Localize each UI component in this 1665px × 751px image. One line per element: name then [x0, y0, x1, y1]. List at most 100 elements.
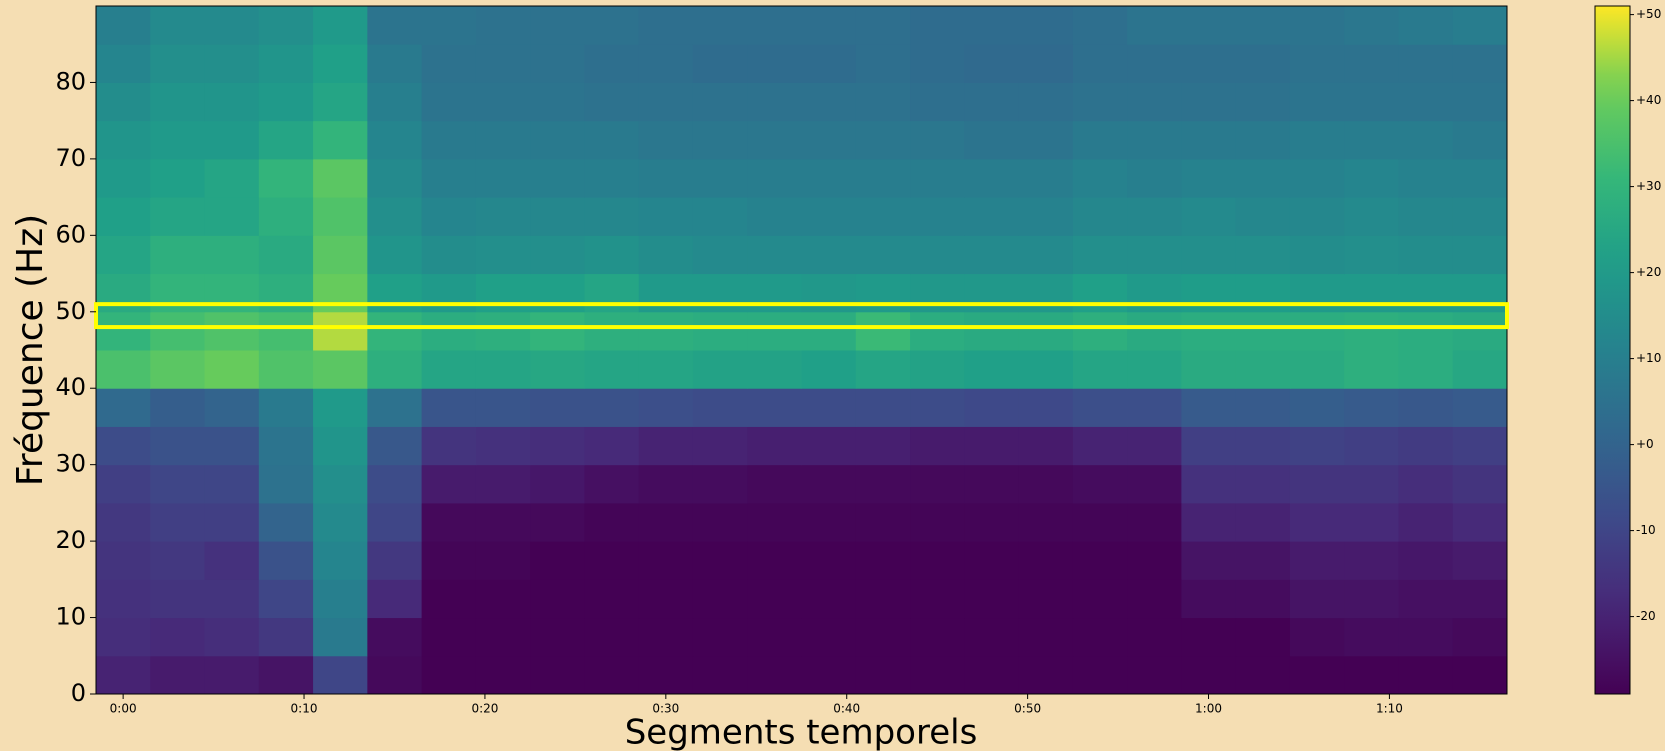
heatmap-cell	[747, 235, 802, 275]
heatmap-cell	[747, 120, 802, 160]
heatmap-cell	[747, 388, 802, 427]
heatmap-cell	[692, 44, 748, 83]
heatmap-cell	[910, 44, 965, 83]
heatmap-cell	[584, 44, 640, 83]
heatmap-cell	[638, 426, 694, 466]
heatmap-cell	[313, 388, 368, 427]
heatmap-cell	[1127, 197, 1182, 236]
heatmap-cell	[1181, 617, 1237, 657]
heatmap-cell	[258, 541, 314, 580]
heatmap-cell	[1127, 311, 1182, 351]
heatmap-cell	[367, 350, 423, 389]
heatmap-cell	[96, 426, 151, 466]
heatmap-cell	[204, 6, 260, 45]
heatmap-cell	[692, 617, 748, 657]
heatmap-cell	[1127, 426, 1182, 466]
heatmap-cell	[1344, 502, 1399, 542]
heatmap-cell	[584, 6, 640, 45]
heatmap-cell	[475, 464, 531, 504]
heatmap-cell	[910, 502, 965, 542]
heatmap-cell	[421, 426, 477, 466]
heatmap-cell	[1181, 311, 1237, 351]
heatmap-cell	[1289, 579, 1345, 619]
heatmap-cell	[258, 579, 314, 619]
heatmap-cell	[1398, 426, 1454, 466]
heatmap-cell	[584, 273, 640, 313]
heatmap-cell	[1398, 82, 1454, 122]
heatmap-cell	[367, 579, 423, 619]
heatmap-cell	[1127, 120, 1182, 160]
heatmap-cell	[530, 158, 585, 198]
heatmap-cell	[964, 541, 1020, 580]
heatmap-cell	[258, 44, 314, 83]
heatmap-cell	[801, 388, 857, 427]
heatmap-cell	[855, 617, 911, 657]
heatmap-cell	[747, 617, 802, 657]
heatmap-cell	[1018, 655, 1074, 695]
heatmap-cell	[1181, 197, 1237, 236]
heatmap-cell	[638, 120, 694, 160]
heatmap-cell	[1344, 426, 1399, 466]
heatmap-cell	[150, 464, 206, 504]
heatmap-cell	[801, 350, 857, 389]
heatmap-cell	[747, 541, 802, 580]
heatmap-cell	[96, 464, 151, 504]
heatmap-cell	[964, 426, 1020, 466]
heatmap-cell	[638, 388, 694, 427]
y-axis-label: Fréquence (Hz)	[10, 214, 51, 486]
heatmap-cell	[258, 273, 314, 313]
heatmap-cell	[1235, 235, 1291, 275]
heatmap-cell	[1072, 120, 1128, 160]
heatmap-cell	[1072, 158, 1128, 198]
heatmap-cell	[1181, 426, 1237, 466]
heatmap-cell	[1181, 502, 1237, 542]
heatmap-cell	[530, 120, 585, 160]
heatmap-cell	[367, 44, 423, 83]
heatmap-cell	[1289, 44, 1345, 83]
heatmap-cell	[1452, 6, 1508, 45]
heatmap-cell	[1127, 158, 1182, 198]
heatmap-cell	[530, 82, 585, 122]
heatmap-cell	[1344, 579, 1399, 619]
heatmap-cell	[1452, 579, 1508, 619]
heatmap-cell	[530, 617, 585, 657]
heatmap-cell	[1235, 44, 1291, 83]
heatmap-cell	[801, 120, 857, 160]
heatmap-cell	[530, 388, 585, 427]
y-tick-label: 30	[55, 450, 86, 478]
heatmap-cell	[1398, 388, 1454, 427]
heatmap-cell	[1344, 464, 1399, 504]
heatmap-cell	[421, 273, 477, 313]
heatmap-cell	[367, 388, 423, 427]
heatmap-cell	[747, 158, 802, 198]
heatmap-cell	[584, 311, 640, 351]
heatmap-cell	[96, 120, 151, 160]
heatmap-cell	[747, 273, 802, 313]
heatmap-cell	[910, 617, 965, 657]
heatmap-cell	[1398, 120, 1454, 160]
heatmap-cell	[530, 655, 585, 695]
heatmap-cell	[801, 464, 857, 504]
heatmap-cell	[1127, 388, 1182, 427]
heatmap-cell	[1344, 655, 1399, 695]
heatmap-cell	[1018, 311, 1074, 351]
heatmap-cell	[96, 197, 151, 236]
heatmap-cell	[1072, 44, 1128, 83]
heatmap-cell	[638, 502, 694, 542]
heatmap-cell	[204, 426, 260, 466]
heatmap-cell	[204, 388, 260, 427]
heatmap-cell	[204, 541, 260, 580]
heatmap-cell	[1235, 120, 1291, 160]
heatmap-cell	[910, 6, 965, 45]
heatmap-cell	[1452, 502, 1508, 542]
heatmap-cell	[1452, 388, 1508, 427]
y-tick-label: 50	[55, 297, 86, 325]
heatmap-cell	[1181, 388, 1237, 427]
heatmap-cell	[367, 197, 423, 236]
heatmap-cell	[1235, 311, 1291, 351]
heatmap-cell	[475, 388, 531, 427]
heatmap-cell	[747, 311, 802, 351]
heatmap-cell	[1452, 197, 1508, 236]
heatmap-cell	[801, 579, 857, 619]
